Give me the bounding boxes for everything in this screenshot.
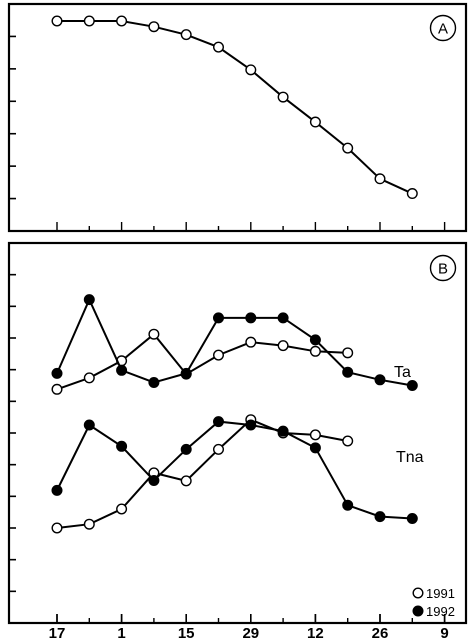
legend-label-1991: 1991	[426, 586, 455, 601]
data-point-b-ta-1992-7	[277, 312, 289, 324]
data-point-b-tna-1991-2	[116, 503, 128, 515]
data-point-b-tna-1992-11	[406, 513, 418, 525]
legend-label-1992: 1992	[426, 604, 455, 619]
data-point-b-ta-1991-6	[245, 336, 257, 348]
panel-a-label: A	[438, 21, 448, 38]
panel-b-y-ticks	[9, 273, 16, 593]
data-point-a-s-0-2	[116, 15, 128, 27]
data-point-b-tna-1991-8	[309, 429, 321, 441]
data-point-b-tna-1992-2	[116, 440, 128, 452]
data-point-a-s-0-7	[277, 91, 289, 103]
data-point-b-ta-1992-2	[116, 364, 128, 376]
data-point-b-ta-1992-3	[148, 376, 160, 388]
data-point-b-ta-1992-10	[374, 374, 386, 386]
data-point-a-s-0-8	[309, 116, 321, 128]
panel-a-series	[51, 15, 418, 200]
series-line-b-ta-1991	[56, 332, 348, 391]
series-label-tna: Tna	[396, 449, 424, 466]
data-point-a-s-0-3	[148, 21, 160, 33]
data-point-a-s-0-5	[212, 41, 224, 53]
panel-a-y-ticks	[9, 35, 16, 200]
data-point-b-tna-1992-9	[342, 499, 354, 511]
data-point-b-tna-1991-1	[83, 518, 95, 530]
series-line-b-ta-1992	[56, 297, 413, 387]
x-tick-label-6: 9	[440, 625, 448, 641]
x-tick-label-2: 15	[178, 625, 195, 641]
data-point-a-s-0-11	[406, 188, 418, 200]
data-point-b-ta-1991-0	[51, 383, 63, 395]
data-point-b-tna-1992-6	[245, 419, 257, 431]
data-point-b-tna-1992-3	[148, 475, 160, 487]
data-point-b-tna-1991-4	[180, 475, 192, 487]
x-tick-label-5: 26	[372, 625, 389, 641]
data-point-b-tna-1991-5	[212, 443, 224, 455]
data-point-b-tna-1992-1	[83, 419, 95, 431]
panel-b-series	[51, 294, 418, 534]
data-point-b-ta-1991-3	[148, 328, 160, 340]
x-tick-label-4: 12	[307, 625, 324, 641]
legend-marker-1992	[412, 605, 424, 617]
data-point-b-ta-1992-0	[51, 367, 63, 379]
data-point-b-tna-1992-10	[374, 511, 386, 523]
legend: 1991 1992	[412, 586, 455, 619]
data-point-b-ta-1991-7	[277, 340, 289, 352]
x-tick-label-0: 17	[49, 625, 66, 641]
data-point-a-s-0-4	[180, 29, 192, 41]
panel-b-label: B	[438, 261, 448, 278]
x-tick-label-3: 29	[242, 625, 259, 641]
data-point-a-s-0-0	[51, 15, 63, 27]
series-line-b-tna-1992	[56, 420, 413, 520]
data-point-a-s-0-6	[245, 64, 257, 76]
data-point-b-ta-1992-1	[83, 294, 95, 306]
legend-marker-1991	[412, 587, 424, 599]
data-point-b-tna-1992-4	[180, 443, 192, 455]
panel-a-badge	[429, 14, 457, 42]
data-point-b-ta-1992-6	[245, 312, 257, 324]
series-line-b-tna-1991	[56, 418, 348, 529]
data-point-b-ta-1991-5	[212, 349, 224, 361]
data-point-b-ta-1991-9	[342, 347, 354, 359]
series-line-a-s-0	[57, 20, 413, 195]
panel-b-badge	[429, 254, 457, 282]
data-point-a-s-0-1	[83, 15, 95, 27]
data-point-b-tna-1992-7	[277, 425, 289, 437]
data-point-b-tna-1992-0	[51, 484, 63, 496]
data-point-a-s-0-9	[342, 142, 354, 154]
data-point-b-tna-1991-0	[51, 522, 63, 534]
data-point-b-ta-1992-4	[180, 367, 192, 379]
data-point-b-ta-1991-1	[83, 372, 95, 384]
data-point-b-tna-1991-9	[342, 435, 354, 447]
data-point-b-ta-1992-5	[212, 312, 224, 324]
x-axis-ticks: 17 1 15 29 12 26 9	[49, 222, 449, 641]
panel-a-frame	[7, 2, 468, 233]
data-point-b-tna-1992-5	[212, 416, 224, 428]
data-point-b-ta-1992-9	[342, 366, 354, 378]
data-point-b-ta-1992-8	[309, 334, 321, 346]
data-point-b-ta-1992-11	[406, 380, 418, 392]
x-tick-label-1: 1	[117, 625, 125, 641]
series-label-ta: Ta	[394, 364, 411, 381]
data-point-b-tna-1992-8	[309, 442, 321, 454]
data-point-a-s-0-10	[374, 173, 386, 185]
data-point-b-ta-1991-8	[309, 345, 321, 357]
